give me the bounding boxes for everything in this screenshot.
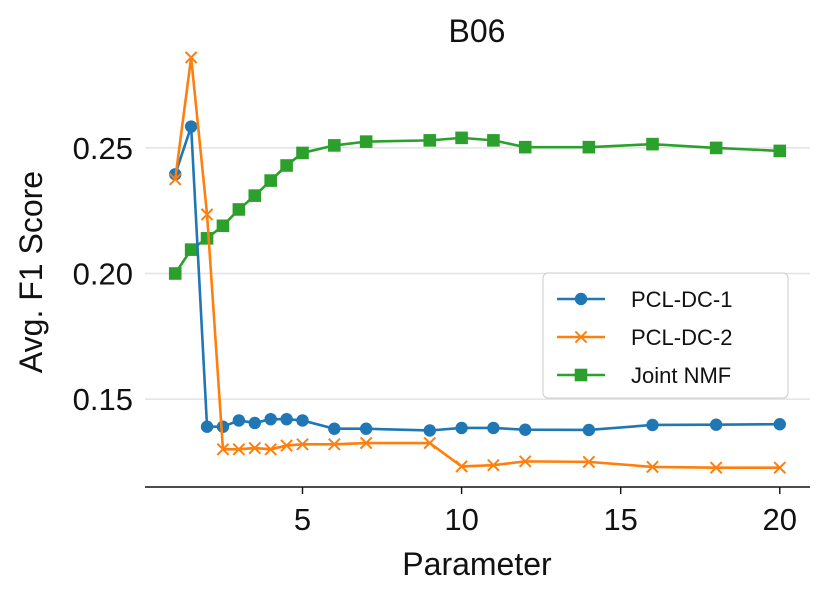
- legend-marker-pcl-dc-1: [574, 292, 588, 306]
- legend-label-pcl-dc-1: PCL-DC-1: [631, 287, 732, 312]
- pcl-dc-1-point: [455, 421, 468, 435]
- pcl-dc-1-point: [646, 418, 659, 432]
- pcl-dc-2-point: [184, 51, 198, 64]
- x-axis-label: Parameter: [402, 546, 552, 582]
- legend-label-joint-nmf: Joint NMF: [631, 363, 731, 388]
- pcl-dc-2-point: [264, 443, 277, 456]
- joint-nmf-point: [184, 243, 198, 256]
- pcl-dc-1-point: [773, 418, 786, 431]
- joint-nmf-point: [280, 159, 293, 172]
- pcl-dc-2-point: [248, 441, 262, 455]
- pcl-dc-2-point: [280, 439, 293, 452]
- pcl-dc-2-point: [455, 460, 468, 473]
- pcl-dc-1-point: [328, 422, 341, 435]
- pcl-dc-2-point: [518, 455, 532, 468]
- x-tick-label: 15: [603, 502, 637, 537]
- pcl-dc-1-point: [519, 423, 532, 436]
- pcl-dc-1-point: [200, 420, 214, 433]
- pcl-dc-2-line: [173, 56, 780, 469]
- y-tick-label: 0.15: [73, 382, 133, 417]
- legend-label-pcl-dc-2: PCL-DC-2: [631, 325, 732, 350]
- joint-nmf-point: [646, 137, 659, 151]
- axis-layer: 0.15 0.20 0.25 5 10 15 20: [73, 131, 810, 537]
- joint-nmf-point: [248, 189, 262, 202]
- pcl-dc-2-point: [168, 173, 182, 186]
- joint-nmf-point: [423, 134, 437, 147]
- pcl-dc-2-point: [646, 460, 659, 474]
- joint-nmf-point: [200, 232, 214, 245]
- pcl-dc-2-point: [296, 437, 309, 451]
- joint-nmf-point: [168, 267, 182, 280]
- x-tick-label: 5: [294, 502, 311, 537]
- joint-nmf-point: [359, 135, 373, 148]
- pcl-dc-1-point: [582, 423, 596, 437]
- joint-nmf-point: [232, 203, 246, 216]
- series-layer: [168, 51, 787, 474]
- pcl-dc-2-point: [232, 443, 246, 456]
- pcl-dc-2-point: [709, 461, 723, 474]
- legend-frame: [542, 272, 789, 399]
- legend: PCL-DC-1 PCL-DC-2 Joint NMF: [542, 272, 789, 399]
- pcl-dc-1-point: [709, 418, 723, 431]
- pcl-dc-2-point: [487, 458, 500, 472]
- joint-nmf-point: [455, 131, 468, 145]
- series-pcl-dc-2: [168, 51, 787, 474]
- pcl-dc-2-point: [216, 443, 230, 456]
- joint-nmf-point: [216, 219, 230, 233]
- pcl-dc-2-point: [200, 208, 214, 221]
- pcl-dc-1-point: [232, 414, 246, 427]
- joint-nmf-point: [264, 174, 277, 187]
- pcl-dc-2-point: [359, 436, 373, 450]
- joint-nmf-point: [487, 134, 500, 147]
- pcl-dc-1-point: [216, 420, 230, 433]
- x-tick-label: 10: [444, 502, 478, 537]
- y-tick-label: 0.20: [73, 257, 133, 292]
- pcl-dc-1-point: [296, 414, 309, 427]
- chart-title: B06: [449, 13, 506, 49]
- pcl-dc-1-point: [359, 422, 373, 435]
- joint-nmf-line: [174, 136, 780, 275]
- legend-marker-pcl-dc-2: [574, 330, 588, 344]
- pcl-dc-2-point: [423, 436, 437, 450]
- pcl-dc-2-point: [328, 437, 341, 451]
- pcl-dc-2-point: [582, 455, 596, 469]
- pcl-dc-1-point: [423, 424, 436, 437]
- joint-nmf-point: [328, 139, 341, 152]
- pcl-dc-2-point: [773, 461, 787, 474]
- y-axis-label: Avg. F1 Score: [13, 171, 49, 373]
- pcl-dc-1-point: [264, 412, 277, 426]
- pcl-dc-1-point: [248, 416, 261, 430]
- x-tick-label: 20: [763, 502, 797, 537]
- joint-nmf-point: [296, 146, 309, 160]
- joint-nmf-point: [709, 141, 723, 155]
- pcl-dc-1-point: [487, 421, 500, 435]
- pcl-dc-1-point: [184, 120, 198, 133]
- y-tick-label: 0.25: [73, 131, 133, 166]
- joint-nmf-point: [518, 140, 532, 154]
- joint-nmf-point: [773, 144, 787, 158]
- joint-nmf-point: [582, 140, 596, 154]
- series-joint-nmf: [168, 131, 787, 280]
- legend-marker-joint-nmf: [574, 368, 588, 382]
- pcl-dc-1-point: [280, 412, 293, 426]
